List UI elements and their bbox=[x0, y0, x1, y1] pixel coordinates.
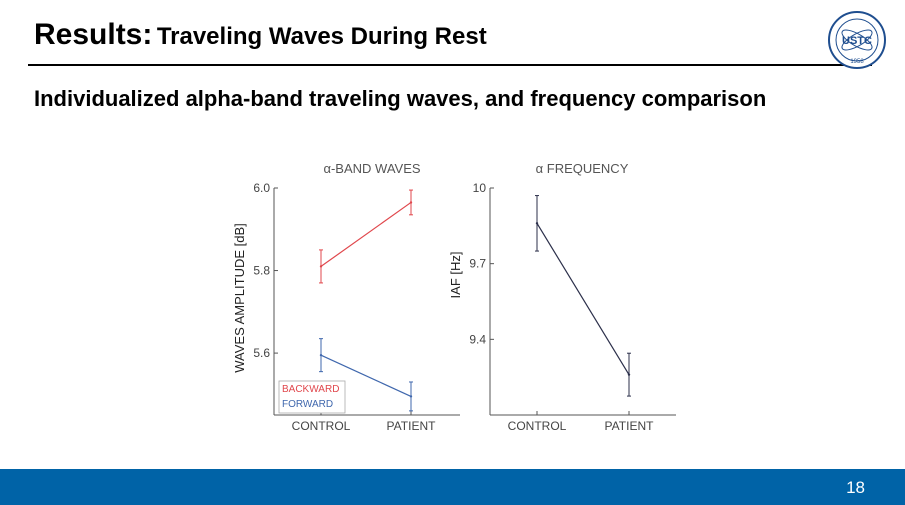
slide-title-sub: Traveling Waves During Rest bbox=[156, 23, 487, 50]
y-tick-label: 9.4 bbox=[469, 332, 486, 346]
y-axis-label: WAVES AMPLITUDE [dB] bbox=[232, 223, 247, 373]
footer-bar: 18 bbox=[0, 469, 905, 505]
data-point bbox=[535, 222, 539, 225]
data-point bbox=[409, 201, 413, 204]
title-divider bbox=[28, 64, 872, 66]
chart-alpha-frequency: α FREQUENCY IAF [Hz] 9.4 9.7 10 CONTROL PATI… bbox=[448, 161, 676, 433]
page-number: 18 bbox=[846, 478, 865, 497]
x-tick-label: CONTROL bbox=[508, 419, 567, 433]
data-point bbox=[319, 265, 323, 268]
chart-title: α-BAND WAVES bbox=[323, 161, 420, 176]
data-point bbox=[409, 395, 413, 398]
y-axis-label: IAF [Hz] bbox=[448, 252, 463, 299]
x-tick-label: PATIENT bbox=[605, 419, 655, 433]
legend-entry: BACKWARD bbox=[282, 384, 339, 395]
section-title: Individualized alpha-band traveling wave… bbox=[34, 86, 767, 111]
legend-entry: FORWARD bbox=[282, 399, 333, 410]
y-tick-label: 5.6 bbox=[253, 346, 270, 360]
x-tick-label: PATIENT bbox=[387, 419, 437, 433]
data-point bbox=[319, 353, 323, 357]
logo-year: 1958 bbox=[850, 59, 864, 65]
figure: α-BAND WAVES WAVES AMPLITUDE [dB] 5.6 5.8… bbox=[232, 161, 676, 433]
y-tick-label: 10 bbox=[473, 181, 487, 195]
series-line bbox=[536, 222, 630, 375]
logo-text: USTC bbox=[842, 35, 872, 47]
chart-alpha-band-waves: α-BAND WAVES WAVES AMPLITUDE [dB] 5.6 5.8… bbox=[232, 161, 460, 433]
data-point bbox=[627, 373, 631, 376]
y-tick-label: 5.8 bbox=[253, 264, 270, 278]
slide-title-main: Results: bbox=[34, 18, 153, 51]
series-line bbox=[320, 201, 412, 267]
chart-title: α FREQUENCY bbox=[536, 161, 629, 176]
x-tick-label: CONTROL bbox=[292, 419, 351, 433]
y-tick-label: 6.0 bbox=[253, 181, 270, 195]
university-logo: USTC 1958 bbox=[828, 11, 886, 69]
series-line bbox=[320, 354, 412, 397]
slide-title: Results: Traveling Waves During Rest bbox=[34, 18, 487, 52]
legend-box bbox=[278, 380, 346, 414]
y-tick-label: 9.7 bbox=[469, 257, 486, 271]
